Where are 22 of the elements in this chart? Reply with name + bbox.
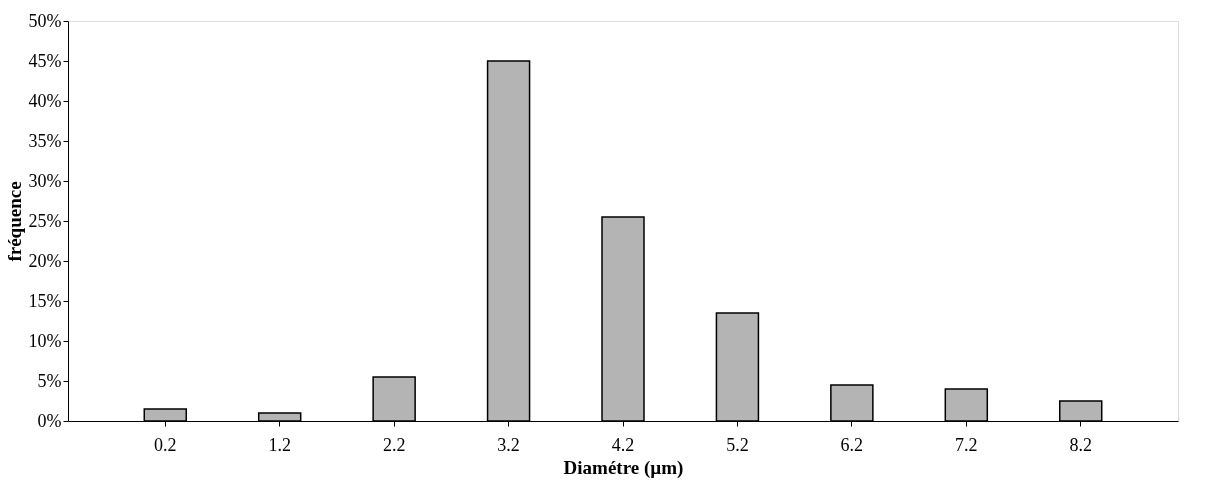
y-axis-title: fréquence — [3, 181, 25, 262]
y-tick-label: 10% — [28, 330, 62, 351]
x-tick-label: 6.2 — [840, 434, 864, 455]
x-axis-title: Diamétre (µm) — [563, 456, 684, 479]
x-tick-label: 2.2 — [382, 434, 406, 455]
y-tick-label: 15% — [28, 290, 62, 311]
y-tick-label: 30% — [28, 170, 62, 191]
y-tick-label: 5% — [37, 370, 62, 391]
y-tick-label: 0% — [37, 410, 62, 431]
y-tick-label: 25% — [28, 210, 62, 231]
y-tick-label: 35% — [28, 130, 62, 151]
y-tick-label: 50% — [28, 10, 62, 31]
x-tick-label: 8.2 — [1069, 434, 1092, 455]
x-tick-label: 3.2 — [497, 434, 520, 455]
y-tick-label: 45% — [28, 50, 62, 71]
x-tick-label: 1.2 — [268, 434, 291, 455]
x-tick-label: 7.2 — [955, 434, 978, 455]
x-tick-label: 0.2 — [154, 434, 177, 455]
x-tick-label: 5.2 — [726, 434, 749, 455]
y-tick-label: 20% — [28, 250, 62, 271]
y-tick-label: 40% — [28, 90, 62, 111]
x-tick-label: 4.2 — [611, 434, 635, 455]
